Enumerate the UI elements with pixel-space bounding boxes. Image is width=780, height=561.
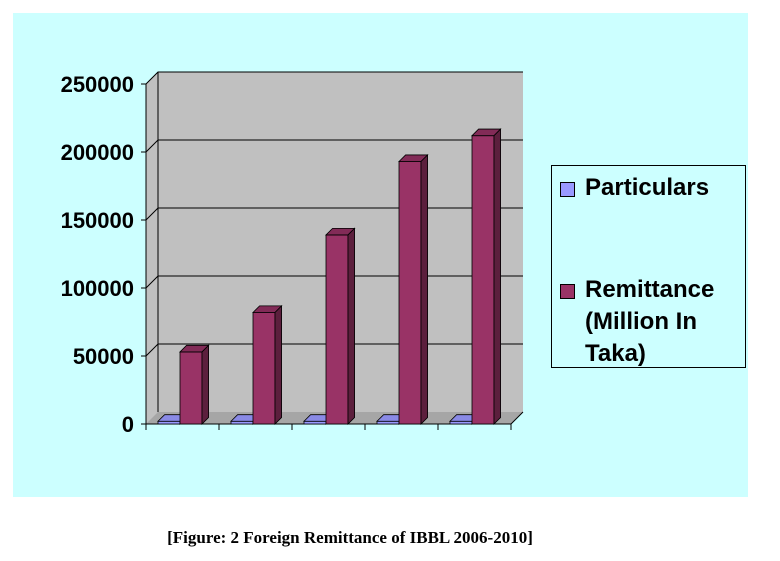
bar-remittance [471, 135, 495, 425]
bar-particulars [230, 420, 254, 425]
chart-area: 250000 200000 150000 100000 50000 0 Particula… [13, 13, 748, 497]
bar-particulars [449, 420, 473, 425]
y-tick-label: 0 [122, 412, 134, 437]
y-tick-label: 150000 [61, 208, 134, 233]
legend-swatch-remittance [560, 284, 575, 299]
bar-particulars [376, 420, 400, 425]
legend-label-remittance: Remittance (Million In Taka) [585, 276, 715, 367]
bar-remittance [325, 234, 349, 425]
bar-side-face [493, 128, 502, 425]
figure-caption: [Figure: 2 Foreign Remittance of IBBL 20… [167, 528, 533, 547]
x-axis-side [510, 411, 524, 425]
y-tick-label: 200000 [61, 140, 134, 165]
bar-remittance [252, 312, 276, 425]
bar-particulars [303, 420, 327, 425]
bar-particulars [157, 420, 181, 425]
legend-swatch-particulars [560, 182, 575, 197]
bar-remittance [398, 161, 422, 425]
legend-item-particulars: Particulars [560, 172, 745, 204]
bar-chart: 250000 200000 150000 100000 50000 0 [61, 71, 524, 437]
y-tick-label: 250000 [61, 72, 134, 97]
legend-item-remittance: Remittance (Million In Taka) [560, 274, 745, 370]
bar-side-face [420, 153, 429, 425]
legend: Particulars Remittance (Million In Taka) [551, 165, 746, 368]
y-tick-label: 100000 [61, 276, 134, 301]
bar-side-face [274, 304, 283, 425]
y-tick-label: 50000 [73, 344, 134, 369]
bar-side-face [201, 344, 210, 425]
legend-label-particulars: Particulars [585, 174, 710, 201]
bar-side-face [347, 227, 356, 425]
bar-remittance [179, 351, 203, 425]
